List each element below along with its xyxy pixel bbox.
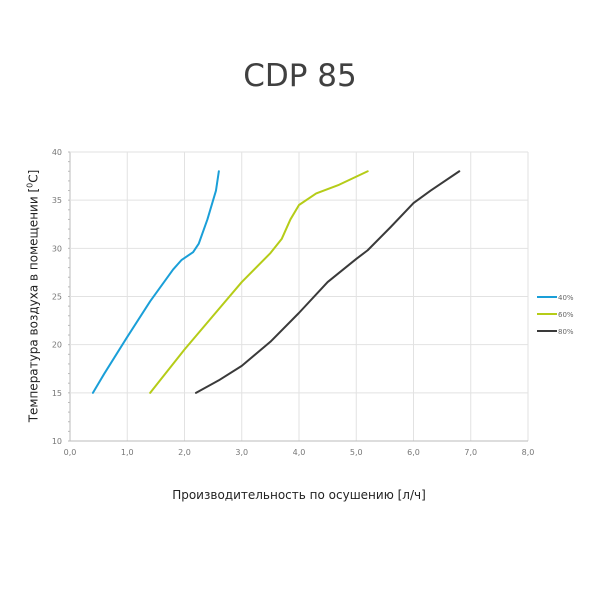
y-tick-label: 20 <box>52 341 62 350</box>
chart-title: CDP 85 <box>243 58 357 94</box>
series-line-60pct <box>149 170 369 394</box>
y-tick-label: 40 <box>52 148 62 157</box>
y-tick-label: 15 <box>52 389 62 398</box>
x-tick-label: 8,0 <box>522 448 535 457</box>
legend-label: 80% <box>558 328 574 336</box>
x-tick-label: 7,0 <box>464 448 477 457</box>
legend-label: 40% <box>558 294 574 302</box>
x-tick-label: 2,0 <box>178 448 191 457</box>
x-tick-label: 0,0 <box>64 448 77 457</box>
y-tick-label: 35 <box>52 196 62 205</box>
y-tick-label: 25 <box>52 293 62 302</box>
x-tick-label: 5,0 <box>350 448 363 457</box>
legend-label: 60% <box>558 311 574 319</box>
y-tick-label: 30 <box>52 244 62 253</box>
y-tick-label: 10 <box>52 437 62 446</box>
series-line-40pct <box>91 170 220 394</box>
x-axis-label: Производительность по осушению [л/ч] <box>172 488 426 502</box>
x-tick-label: 3,0 <box>235 448 248 457</box>
x-tick-label: 4,0 <box>293 448 306 457</box>
series-line-80pct <box>194 170 461 394</box>
x-tick-label: 6,0 <box>407 448 420 457</box>
x-tick-label: 1,0 <box>121 448 134 457</box>
